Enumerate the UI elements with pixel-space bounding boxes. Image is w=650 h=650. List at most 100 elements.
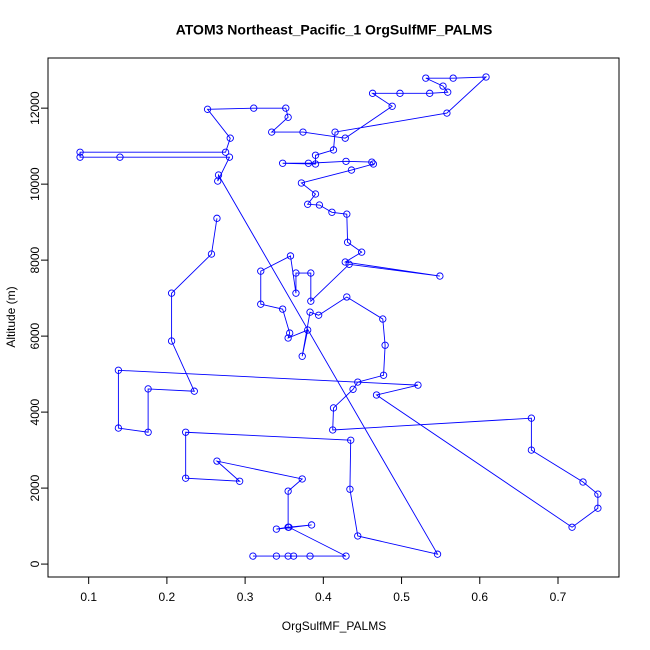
y-tick-label: 2000 xyxy=(28,474,42,501)
data-point xyxy=(354,532,362,540)
data-point xyxy=(369,160,378,168)
data-point xyxy=(343,238,352,246)
x-tick-label: 0.3 xyxy=(237,590,254,604)
data-point xyxy=(116,153,124,161)
data-point xyxy=(214,177,222,185)
data-point xyxy=(347,436,355,444)
data-point xyxy=(379,315,387,323)
data-point xyxy=(388,102,396,110)
data-point xyxy=(345,260,353,268)
data-point xyxy=(268,128,276,136)
data-point xyxy=(284,552,292,560)
data-point xyxy=(221,148,230,156)
data-point xyxy=(299,128,307,136)
data-point xyxy=(213,214,221,222)
y-tick-label: 0 xyxy=(28,560,42,567)
data-point xyxy=(331,128,339,136)
data-point xyxy=(249,552,257,560)
data-point xyxy=(306,308,314,316)
data-point xyxy=(439,82,447,90)
data-point xyxy=(307,269,315,277)
data-point xyxy=(329,426,337,434)
data-point xyxy=(594,504,602,512)
data-point xyxy=(307,521,316,529)
data-point xyxy=(292,289,300,297)
y-tick-label: 4000 xyxy=(28,398,42,425)
data-point xyxy=(167,289,176,297)
y-tick-label: 8000 xyxy=(28,246,42,273)
data-point xyxy=(346,485,354,493)
x-tick-label: 0.6 xyxy=(471,590,488,604)
data-point xyxy=(144,385,152,393)
data-point xyxy=(182,428,190,436)
data-point xyxy=(284,523,292,531)
data-point xyxy=(213,457,221,465)
data-point xyxy=(144,428,152,436)
data-point xyxy=(203,105,212,113)
data-point xyxy=(207,250,216,258)
data-point xyxy=(328,208,336,216)
data-point xyxy=(114,366,123,374)
data-point xyxy=(368,89,377,97)
data-point xyxy=(379,371,388,379)
data-point xyxy=(306,552,314,560)
data-point xyxy=(436,272,444,280)
data-point xyxy=(368,158,376,166)
data-point xyxy=(329,404,338,412)
data-point xyxy=(568,523,576,531)
data-point xyxy=(114,424,123,432)
data-point xyxy=(443,109,451,117)
data-point xyxy=(297,179,306,187)
y-tick-label: 12000 xyxy=(28,91,42,125)
chart-title: ATOM3 Northeast_Pacific_1 OrgSulfMF_PALM… xyxy=(176,22,493,38)
data-point xyxy=(311,190,320,198)
data-point xyxy=(304,159,313,167)
data-point xyxy=(449,74,457,82)
data-point xyxy=(167,337,176,345)
data-point xyxy=(315,201,324,209)
data-point xyxy=(292,269,300,277)
data-point xyxy=(284,334,292,342)
data-point xyxy=(579,478,587,486)
data-point xyxy=(527,414,536,422)
data-point xyxy=(396,89,404,97)
data-point xyxy=(311,151,320,159)
data-point xyxy=(286,252,295,260)
data-point xyxy=(182,474,190,482)
data-point xyxy=(304,200,312,208)
data-point xyxy=(433,550,442,558)
data-point xyxy=(282,104,290,112)
data-line xyxy=(79,76,599,557)
data-point xyxy=(289,552,298,560)
data-point xyxy=(284,487,292,495)
data-point xyxy=(527,446,536,454)
data-point xyxy=(482,73,490,81)
data-point xyxy=(272,525,281,533)
data-point xyxy=(314,311,323,319)
data-point xyxy=(298,352,306,360)
data-point xyxy=(257,267,265,275)
y-tick-label: 10000 xyxy=(28,167,42,201)
data-point xyxy=(444,88,452,96)
data-point xyxy=(279,305,287,313)
x-tick-label: 0.4 xyxy=(315,590,332,604)
data-point xyxy=(307,297,315,305)
data-point xyxy=(381,341,389,349)
data-point xyxy=(257,300,265,308)
data-point xyxy=(354,378,362,386)
x-tick-label: 0.7 xyxy=(550,590,567,604)
x-tick-label: 0.5 xyxy=(393,590,410,604)
data-point xyxy=(341,258,349,266)
y-tick-label: 6000 xyxy=(28,322,42,349)
data-point xyxy=(286,329,294,337)
data-point xyxy=(250,104,258,112)
data-point xyxy=(343,293,351,301)
y-axis-label: Altitude (m) xyxy=(4,286,18,347)
data-point xyxy=(372,391,381,399)
data-point xyxy=(311,160,320,168)
data-point xyxy=(304,326,312,334)
x-tick-label: 0.1 xyxy=(80,590,97,604)
data-point xyxy=(76,148,84,156)
data-point xyxy=(342,157,350,165)
data-point xyxy=(414,381,422,389)
